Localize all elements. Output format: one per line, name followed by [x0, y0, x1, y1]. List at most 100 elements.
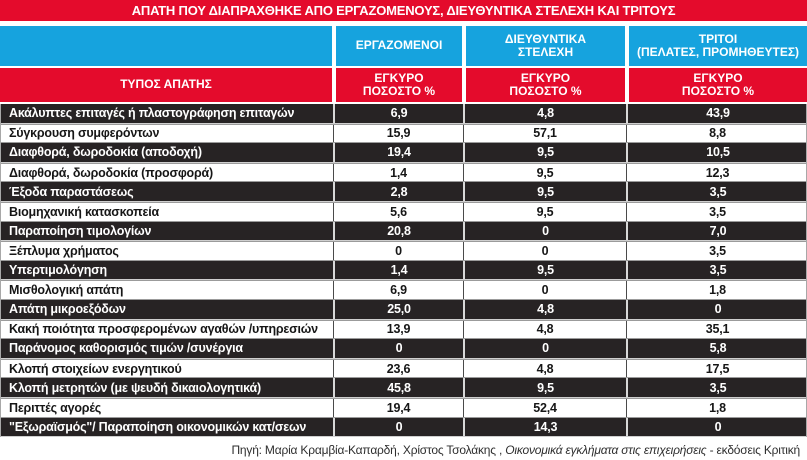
employees-value-cell: 1,4	[333, 260, 463, 280]
executives-value-cell: 0	[463, 339, 626, 358]
table-row: Διαφθορά, δωροδοκία (αποδοχή) 19,4 9,5 1…	[1, 143, 806, 163]
executives-value-cell: 4,8	[463, 104, 626, 123]
fraud-type-cell: Περιττές αγορές	[9, 400, 102, 415]
third-parties-value-cell: 3,5	[626, 182, 807, 201]
column-header-third-parties: ΤΡΙΤΟΙ (ΠΕΛΑΤΕΣ, ΠΡΟΜΗΘΕΥΤΕΣ)	[625, 26, 807, 66]
executives-value-cell: 4,8	[463, 359, 626, 378]
percent-header-line1: ΕΓΚΥΡΟ	[693, 70, 743, 85]
table-title: ΑΠΑΤΗ ΠΟΥ ΔΙΑΠΡΑΧΘΗΚΕ ΑΠΟ ΕΡΓΑΖΟΜΕΝΟΥΣ, …	[0, 0, 807, 21]
percent-header-employees: ΕΓΚΥΡΟ ΠΟΣΟΣΤΟ %	[332, 68, 462, 102]
third-parties-value-cell: 1,8	[626, 398, 807, 417]
employees-value-cell: 6,9	[333, 281, 463, 299]
column-header-executives: ΔΙΕΥΘΥΝΤΙΚΑ ΣΤΕΛΕΧΗ	[462, 26, 625, 66]
fraud-type-header: ΤΥΠΟΣ ΑΠΑΤΗΣ	[0, 68, 332, 102]
executives-value-cell: 14,3	[463, 417, 626, 437]
table-row: Κλοπή στοιχείων ενεργητικού 23,6 4,8 17,…	[1, 358, 807, 379]
third-parties-value-cell: 3,5	[626, 378, 807, 397]
percent-header-executives: ΕΓΚΥΡΟ ΠΟΣΟΣΤΟ %	[462, 68, 625, 102]
third-parties-value-cell: 3,5	[626, 260, 807, 280]
table-row: Διαφθορά, δωροδοκία (προσφορά) 1,4 9,5 1…	[1, 162, 807, 183]
fraud-type-cell: Απάτη μικροεξόδων	[9, 302, 126, 317]
column-header-label: (ΠΕΛΑΤΕΣ, ΠΡΟΜΗΘΕΥΤΕΣ)	[636, 45, 800, 59]
executives-value-cell: 0	[463, 281, 626, 299]
percent-header-third-parties: ΕΓΚΥΡΟ ΠΟΣΟΣΤΟ %	[625, 68, 807, 102]
fraud-type-cell: Μισθολογική απάτη	[9, 283, 124, 298]
subheader-row: ΤΥΠΟΣ ΑΠΑΤΗΣ ΕΓΚΥΡΟ ΠΟΣΟΣΤΟ % ΕΓΚΥΡΟ ΠΟΣ…	[0, 68, 807, 102]
fraud-type-cell: "Εξωραϊσμός"/ Παραποίηση οικονομικών κατ…	[9, 419, 307, 434]
fraud-type-cell: Έξοδα παραστάσεως	[9, 184, 134, 199]
table-row: Βιομηχανική κατασκοπεία 5,6 9,5 3,5	[1, 201, 807, 222]
column-header-label: ΣΤΕΛΕΧΗ	[517, 45, 574, 59]
employees-value-cell: 0	[333, 339, 463, 358]
executives-value-cell: 9,5	[463, 202, 626, 221]
percent-header-line2: ΠΟΣΟΣΤΟ %	[681, 84, 755, 98]
fraud-type-cell: Διαφθορά, δωροδοκία (αποδοχή)	[9, 145, 202, 160]
source-note: Πηγή: Μαρία Κραμβία-Καπαρδή, Χρίστος Τσο…	[0, 443, 807, 457]
table-row: Απάτη μικροεξόδων 25,0 4,8 0	[1, 299, 807, 320]
table-row: Μισθολογική απάτη 6,9 0 1,8	[1, 280, 806, 300]
employees-value-cell: 6,9	[333, 104, 463, 123]
employees-value-cell: 15,9	[333, 124, 463, 143]
third-parties-value-cell: 3,5	[626, 242, 807, 260]
third-parties-value-cell: 17,5	[626, 359, 807, 378]
executives-value-cell: 9,5	[463, 378, 626, 397]
source-suffix: - εκδόσεις Κριτική	[706, 443, 801, 458]
source-prefix: Πηγή: Μαρία Κραμβία-Καπαρδή, Χρίστος Τσο…	[231, 443, 506, 458]
third-parties-value-cell: 3,5	[626, 202, 807, 221]
fraud-type-cell: Κλοπή στοιχείων ενεργητικού	[9, 361, 182, 376]
employees-value-cell: 20,8	[333, 221, 463, 241]
employees-value-cell: 25,0	[333, 299, 463, 319]
column-header-row: ΕΡΓΑΖΟΜΕΝΟΙ ΔΙΕΥΘΥΝΤΙΚΑ ΣΤΕΛΕΧΗ ΤΡΙΤΟΙ (…	[0, 26, 807, 66]
fraud-type-cell: Σύγκρουση συμφερόντων	[9, 126, 160, 141]
third-parties-value-cell: 0	[626, 299, 807, 319]
third-parties-value-cell: 43,9	[626, 104, 807, 123]
executives-value-cell: 57,1	[463, 124, 626, 143]
fraud-type-cell: Παραποίηση τιμολογίων	[9, 223, 152, 238]
table-row: Παράνομος καθορισμός τιμών /συνέργια 0 0…	[1, 339, 806, 359]
fraud-type-cell: Κλοπή μετρητών (με ψευδή δικαιολογητικά)	[9, 380, 261, 395]
third-parties-value-cell: 0	[626, 417, 807, 437]
third-parties-value-cell: 1,8	[626, 281, 807, 299]
third-parties-value-cell: 8,8	[626, 124, 807, 143]
percent-header-line1: ΕΓΚΥΡΟ	[374, 70, 424, 85]
table-row: Ξέπλυμα χρήματος 0 0 3,5	[1, 241, 806, 261]
percent-header-line2: ΠΟΣΟΣΤΟ %	[362, 84, 436, 98]
third-parties-value-cell: 10,5	[626, 143, 807, 162]
fraud-type-cell: Παράνομος καθορισμός τιμών /συνέργια	[9, 341, 243, 356]
employees-value-cell: 5,6	[333, 202, 463, 221]
third-parties-value-cell: 12,3	[626, 163, 807, 182]
column-header-label: ΔΙΕΥΘΥΝΤΙΚΑ	[504, 31, 587, 46]
employees-value-cell: 0	[333, 242, 463, 260]
employees-value-cell: 0	[333, 417, 463, 437]
executives-value-cell: 4,8	[463, 299, 626, 319]
table-row: Κακή ποιότητα προσφερομένων αγαθών /υπηρ…	[1, 319, 806, 340]
employees-value-cell: 2,8	[333, 182, 463, 201]
table-row: Κλοπή μετρητών (με ψευδή δικαιολογητικά)…	[1, 378, 806, 398]
table-row: Παραποίηση τιμολογίων 20,8 0 7,0	[1, 221, 806, 242]
table-row: Υπερτιμολόγηση 1,4 9,5 3,5	[1, 260, 807, 281]
employees-value-cell: 45,8	[333, 378, 463, 397]
percent-header-line2: ΠΟΣΟΣΤΟ %	[509, 84, 582, 98]
fraud-type-cell: Διαφθορά, δωροδοκία (προσφορά)	[9, 165, 213, 180]
fraud-type-cell: Βιομηχανική κατασκοπεία	[9, 204, 159, 219]
executives-value-cell: 0	[463, 242, 626, 260]
executives-value-cell: 9,5	[463, 182, 626, 201]
column-header-employees: ΕΡΓΑΖΟΜΕΝΟΙ	[332, 26, 462, 66]
employees-value-cell: 13,9	[333, 320, 463, 339]
source-book-title: Οικονομικά εγκλήματα στις επιχειρήσεις	[505, 443, 707, 458]
third-parties-value-cell: 5,8	[626, 339, 807, 358]
percent-header-line1: ΕΓΚΥΡΟ	[520, 70, 571, 85]
table-row: "Εξωραϊσμός"/ Παραποίηση οικονομικών κατ…	[1, 417, 807, 438]
table-row: Περιττές αγορές 19,4 52,4 1,8	[1, 397, 807, 418]
executives-value-cell: 9,5	[463, 143, 626, 162]
executives-value-cell: 9,5	[463, 260, 626, 280]
employees-value-cell: 19,4	[333, 398, 463, 417]
executives-value-cell: 0	[463, 221, 626, 241]
fraud-type-cell: Ακάλυπτες επιταγές ή πλαστογράφηση επιτα…	[9, 106, 295, 121]
column-header-label: ΕΡΓΑΖΟΜΕΝΟΙ	[355, 38, 443, 53]
employees-value-cell: 23,6	[333, 359, 463, 378]
fraud-type-cell: Υπερτιμολόγηση	[9, 263, 107, 278]
table-row: Ακάλυπτες επιταγές ή πλαστογράφηση επιτα…	[1, 104, 806, 124]
executives-value-cell: 52,4	[463, 398, 626, 417]
